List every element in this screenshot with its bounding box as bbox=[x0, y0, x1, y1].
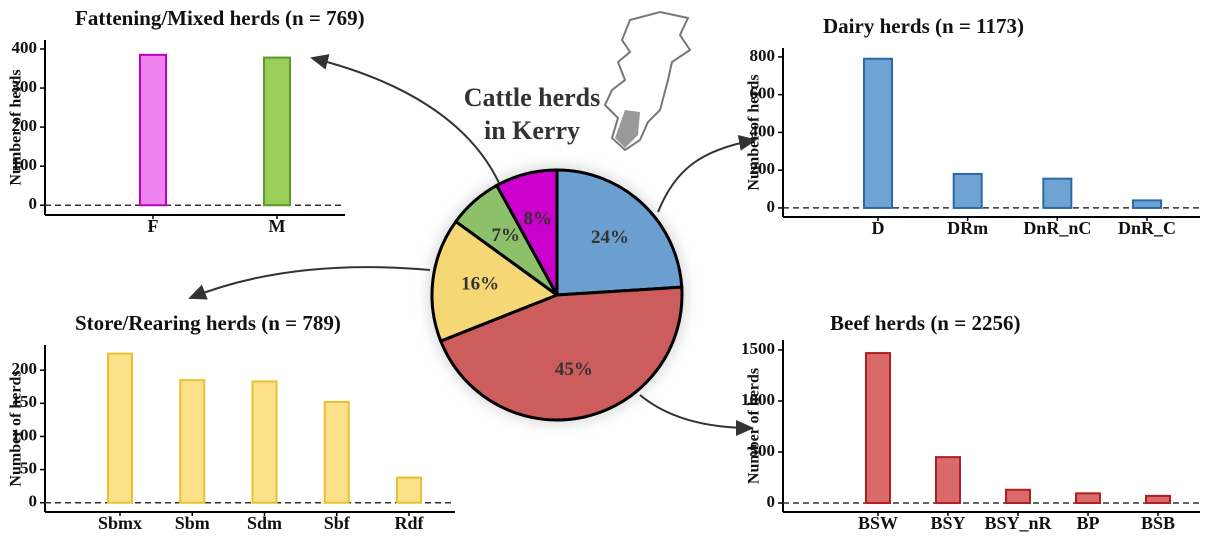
map-outline bbox=[603, 10, 692, 152]
arrow bbox=[657, 134, 757, 213]
y-tick-label: 400 bbox=[750, 121, 776, 140]
pie-slice bbox=[494, 168, 559, 296]
x-tick-label: DnR_nC bbox=[1023, 218, 1091, 238]
x-tick-label: D bbox=[872, 218, 885, 238]
arrow bbox=[188, 266, 431, 300]
bar bbox=[323, 400, 350, 504]
bar bbox=[179, 379, 206, 504]
slice-label: 16% bbox=[461, 274, 499, 295]
y-tick-label: 0 bbox=[29, 492, 38, 511]
arrow bbox=[639, 394, 754, 436]
chart-title: Store/Rearing herds (n = 789) bbox=[75, 311, 341, 335]
x-tick-label: BSY bbox=[930, 513, 965, 533]
bar bbox=[1042, 177, 1073, 209]
x-tick-label: Rdf bbox=[394, 513, 424, 533]
arrow bbox=[310, 54, 501, 186]
x-tick-label: Sbf bbox=[324, 513, 351, 533]
x-tick-label: M bbox=[269, 216, 286, 236]
slice-label: 7% bbox=[491, 225, 520, 246]
x-tick-label: F bbox=[148, 216, 159, 236]
bar bbox=[1132, 199, 1162, 209]
y-axis-title: Number of herds bbox=[746, 74, 763, 190]
bar bbox=[139, 53, 167, 207]
y-tick-label: 150 bbox=[12, 392, 38, 411]
x-tick-label: BSW bbox=[858, 513, 898, 533]
pie-slice bbox=[438, 285, 684, 422]
x-tick-label: Sdm bbox=[247, 513, 282, 533]
bar bbox=[865, 352, 891, 505]
pie-title: in Kerry bbox=[484, 116, 580, 145]
x-tick-label: Sbmx bbox=[98, 513, 142, 533]
y-tick-label: 100 bbox=[12, 155, 38, 174]
x-tick-label: Sbm bbox=[175, 513, 210, 533]
chart-title: Dairy herds (n = 1173) bbox=[823, 14, 1024, 38]
y-tick-label: 1500 bbox=[741, 339, 775, 358]
pie-slice bbox=[430, 219, 561, 343]
bar bbox=[1145, 494, 1171, 505]
slice-label: 8% bbox=[523, 208, 552, 229]
bar bbox=[863, 57, 893, 209]
y-tick-label: 200 bbox=[12, 116, 38, 135]
x-tick-label: BSB bbox=[1141, 513, 1175, 533]
bar bbox=[952, 172, 983, 209]
y-tick-label: 300 bbox=[12, 77, 38, 96]
x-tick-label: DnR_C bbox=[1118, 218, 1176, 238]
y-tick-label: 400 bbox=[12, 38, 38, 57]
map-kerry bbox=[615, 110, 640, 148]
slice-label: 45% bbox=[555, 359, 593, 380]
y-tick-label: 500 bbox=[750, 441, 776, 460]
y-axis-title: Number of herds bbox=[8, 370, 25, 486]
chart-title: Fattening/Mixed herds (n = 769) bbox=[75, 6, 365, 30]
y-axis-title: Number of herds bbox=[8, 69, 25, 185]
slice-label: 24% bbox=[591, 227, 629, 248]
bar bbox=[935, 456, 961, 505]
chart-title: Beef herds (n = 2256) bbox=[830, 311, 1020, 335]
pie-title: Cattle herds bbox=[464, 83, 600, 112]
y-tick-label: 1000 bbox=[741, 390, 775, 409]
y-tick-label: 100 bbox=[12, 425, 38, 444]
bar bbox=[396, 476, 422, 504]
y-tick-label: 0 bbox=[767, 492, 776, 511]
y-axis-title: Number of herds bbox=[746, 368, 763, 484]
y-tick-label: 200 bbox=[750, 159, 776, 178]
pie-slice bbox=[555, 168, 684, 297]
x-tick-label: BSY_nR bbox=[984, 513, 1052, 533]
bar bbox=[251, 380, 278, 504]
x-tick-label: BP bbox=[1076, 513, 1099, 533]
y-tick-label: 50 bbox=[20, 458, 37, 477]
y-tick-label: 0 bbox=[29, 194, 38, 213]
y-tick-label: 200 bbox=[12, 359, 38, 378]
charts: 24% 45% 16% 7%8% Cattle herds in Kerry Fatteni… bbox=[8, 6, 1200, 533]
y-tick-label: 0 bbox=[767, 197, 776, 216]
bar bbox=[1075, 492, 1101, 505]
y-tick-label: 600 bbox=[750, 84, 776, 103]
x-tick-label: DRm bbox=[947, 218, 988, 238]
bar bbox=[1005, 488, 1031, 505]
bar bbox=[107, 352, 133, 504]
bar bbox=[263, 56, 291, 207]
y-tick-label: 800 bbox=[750, 46, 776, 65]
